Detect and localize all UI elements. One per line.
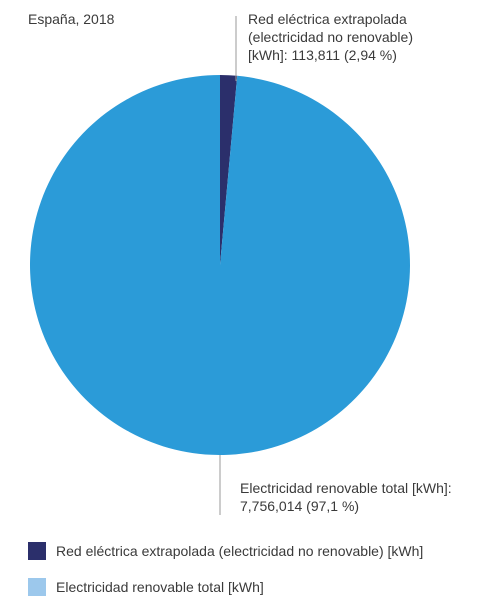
annotation-nonrenewable-line-2: (electricidad no renovable) xyxy=(248,29,413,45)
pie-slice-nonrenewable xyxy=(220,75,238,265)
annotation-nonrenewable-line-1: Red eléctrica extrapolada xyxy=(248,11,407,27)
legend-label-renewable: Electricidad renovable total [kWh] xyxy=(56,579,264,595)
legend-swatch-renewable xyxy=(28,578,46,596)
annotation-nonrenewable: Red eléctrica extrapolada (electricidad … xyxy=(248,10,413,64)
legend-item-nonrenewable: Red eléctrica extrapolada (electricidad … xyxy=(28,540,423,562)
legend-item-renewable: Electricidad renovable total [kWh] xyxy=(28,576,423,598)
annotation-renewable: Electricidad renovable total [kWh]: 7,75… xyxy=(240,479,452,515)
chart-legend: Red eléctrica extrapolada (electricidad … xyxy=(28,540,423,612)
annotation-renewable-line-2: 7,756,014 (97,1 %) xyxy=(240,498,360,514)
legend-swatch-nonrenewable xyxy=(28,542,46,560)
annotation-renewable-line-1: Electricidad renovable total [kWh]: xyxy=(240,480,452,496)
pie-slice-renewable xyxy=(29,75,410,455)
annotation-nonrenewable-line-3: [kWh]: 113,811 (2,94 %) xyxy=(248,47,397,63)
chart-subtitle: España, 2018 xyxy=(28,11,115,27)
legend-label-nonrenewable: Red eléctrica extrapolada (electricidad … xyxy=(56,543,424,559)
